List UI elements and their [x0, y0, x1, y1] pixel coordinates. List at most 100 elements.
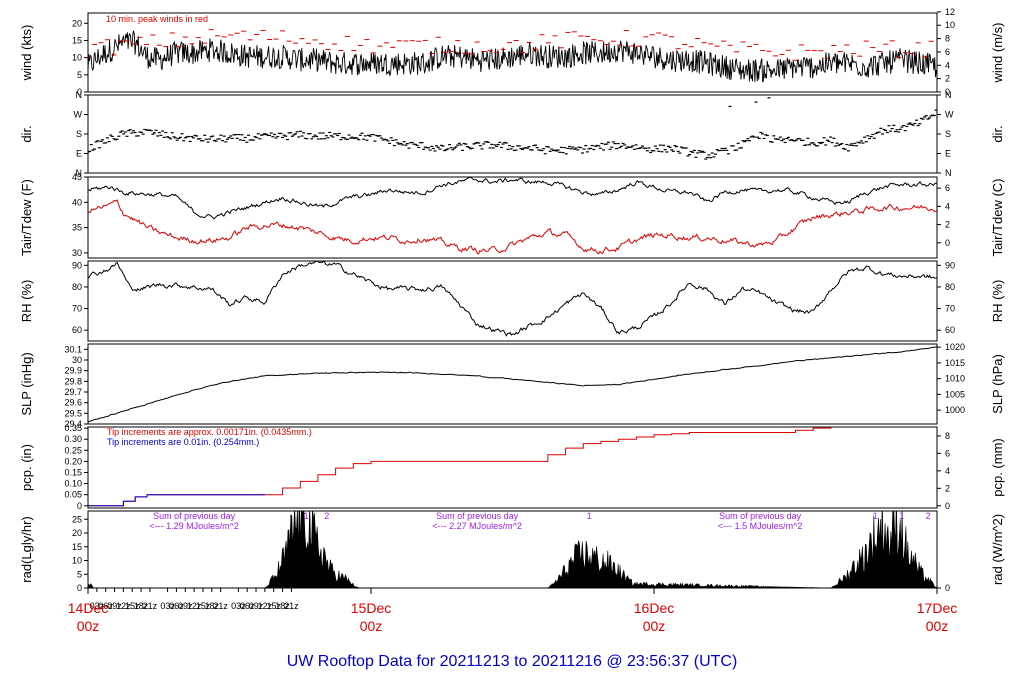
left-tick-label: 10 [72, 53, 82, 63]
right-tick-label: 4 [945, 466, 950, 476]
ylabel-right: rad (W/m^2) [990, 514, 1005, 585]
left-tick-label: 0.35 [64, 423, 82, 433]
ylabel-left: dir. [19, 125, 34, 142]
plot-area-temp [88, 177, 937, 255]
right-tick-label: 60 [945, 325, 955, 335]
rad-marker: 1 [899, 511, 904, 521]
left-tick-label: 29.5 [64, 408, 82, 418]
panel-frame-rad [87, 510, 938, 589]
right-tick-label: 1010 [945, 374, 965, 384]
series-pcp-0 [88, 427, 937, 507]
left-tick-label: 10 [72, 556, 82, 566]
right-tick-label: 0 [945, 87, 950, 97]
ylabel-left: SLP (inHg) [19, 352, 34, 415]
left-tick-label: 45 [72, 172, 82, 182]
panel-frame-temp [87, 176, 938, 259]
ylabel-left: pcp. (in) [19, 444, 34, 491]
left-tick-label: 29.4 [64, 419, 82, 429]
x-tick-label: 12z [258, 601, 273, 611]
x-day-hour: 00z [360, 618, 383, 634]
ylabel-right: wind (m/s) [990, 23, 1005, 84]
ylabel-left: Tair/Tdew (F) [19, 179, 34, 256]
x-day-hour: 00z [926, 618, 949, 634]
x-tick-label: 18z [205, 601, 220, 611]
left-tick-label: 80 [72, 282, 82, 292]
panel-temp: 30 35 40 45 0 2 4 6 Tair/Tdew (F) Tair/Tdew (C) [19, 172, 1005, 259]
x-day-label: 15Dec [351, 600, 391, 616]
left-tick-label: 29.9 [64, 366, 82, 376]
plot-area-pcp [88, 427, 937, 507]
x-tick-label: 06z [240, 601, 255, 611]
x-tick-label: 21z [143, 601, 158, 611]
tip-note: Tip increments are approx. 0.00171in. (0… [107, 427, 312, 437]
x-tick-label: 03z [231, 601, 246, 611]
right-tick-label: 70 [945, 304, 955, 314]
x-tick-label: 15z [196, 601, 211, 611]
left-tick-label: 90 [72, 260, 82, 270]
rad-marker: 2 [926, 511, 931, 521]
right-tick-label: 6 [945, 47, 950, 57]
left-tick-label: S [76, 129, 82, 139]
left-tick-label: N [76, 90, 83, 100]
left-tick-label: 20 [72, 528, 82, 538]
rad-marker: 1 [587, 511, 592, 521]
left-tick-label: 0 [77, 87, 82, 97]
ylabel-right: RH (%) [990, 280, 1005, 323]
right-tick-label: N [945, 168, 952, 178]
right-tick-label: 6 [945, 448, 950, 458]
left-tick-label: 15 [72, 542, 82, 552]
right-tick-label: 1015 [945, 358, 965, 368]
x-tick-label: 09z [107, 601, 122, 611]
left-tick-label: 29.7 [64, 387, 82, 397]
right-tick-label: N [945, 90, 952, 100]
right-tick-label: 90 [945, 260, 955, 270]
x-tick-label: 18z [134, 601, 149, 611]
right-tick-label: 2 [945, 483, 950, 493]
series-slp-0 [88, 346, 937, 423]
right-tick-label: 2 [945, 74, 950, 84]
x-tick-label: 06z [98, 601, 113, 611]
ylabel-left: RH (%) [19, 280, 34, 323]
series-rh-0 [88, 261, 937, 337]
right-tick-label: 2 [945, 220, 950, 230]
x-day-label: 17Dec [917, 600, 957, 616]
left-tick-label: E [76, 149, 82, 159]
x-tick-label: 21z [284, 601, 299, 611]
left-tick-label: 30 [72, 355, 82, 365]
right-tick-label: 10 [945, 20, 955, 30]
rad-marker: 1 [873, 511, 878, 521]
x-tick-label: 18z [275, 601, 290, 611]
plot-area-dir [88, 97, 937, 160]
figure-title: UW Rooftop Data for 20211213 to 20211216… [287, 653, 738, 670]
right-tick-label: S [945, 129, 951, 139]
panel-frame-pcp [87, 426, 938, 509]
left-tick-label: 5 [77, 70, 82, 80]
series-pcp-1 [88, 494, 265, 507]
x-tick-label: 09z [178, 601, 193, 611]
rad-sum-value: <--- 2.27 MJoules/m^2 [432, 521, 522, 531]
left-tick-label: 0 [77, 501, 82, 511]
right-tick-label: E [945, 149, 951, 159]
right-tick-label: 12 [945, 7, 955, 17]
panel-wind: 0 5 10 15 20 0 2 4 6 8 10 12 wind (kts) wind (m/s) 10 … [19, 7, 1005, 97]
x-day-hour: 00z [643, 618, 666, 634]
x-day-hour: 00z [77, 618, 100, 634]
series-dir-0 [88, 97, 937, 160]
left-tick-label: 15 [72, 35, 82, 45]
panel-frame-rh [87, 260, 938, 342]
x-tick-label: 21z [213, 601, 228, 611]
x-tick-label: 12z [116, 601, 131, 611]
left-tick-label: 0.30 [64, 434, 82, 444]
left-tick-label: 29.6 [64, 398, 82, 408]
right-tick-label: 4 [945, 201, 950, 211]
right-tick-label: W [945, 110, 954, 120]
left-tick-label: 60 [72, 325, 82, 335]
right-tick-label: 6 [945, 183, 950, 193]
left-tick-label: 25 [72, 514, 82, 524]
x-tick-label: 15z [266, 601, 281, 611]
